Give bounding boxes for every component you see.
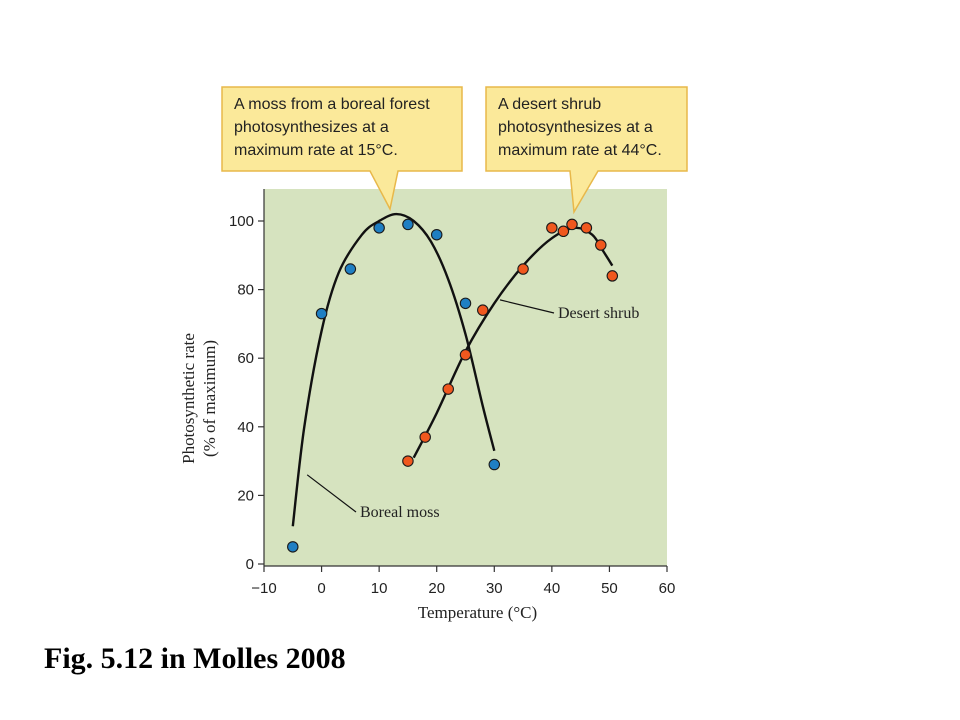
callout-box	[221, 86, 463, 212]
boreal-moss-label: Boreal moss	[360, 504, 440, 521]
boreal-moss-curve	[291, 212, 496, 527]
callout-text-line: A moss from a boreal forest	[234, 96, 430, 113]
callout-text-line: photosynthesizes at a	[498, 119, 653, 136]
data-points	[287, 218, 619, 553]
callout-text-line: photosynthesizes at a	[234, 119, 389, 136]
callout-desert: A desert shrub photosynthesizes at a maxim…	[485, 86, 688, 215]
y-tick-label: 20	[237, 487, 254, 504]
y-tick-label: 40	[237, 419, 254, 436]
x-tick-label: 60	[659, 580, 676, 597]
boreal-moss-leader	[306, 474, 357, 513]
desert-shrub-point	[517, 263, 529, 275]
x-tick-label: 10	[371, 580, 388, 597]
desert-shrub-point	[566, 218, 578, 231]
boreal-moss-point	[287, 541, 299, 553]
y-tick-label: 100	[229, 213, 254, 230]
desert-shrub-point	[442, 383, 454, 395]
plot-background	[264, 189, 667, 566]
x-tick-label: 20	[428, 580, 445, 597]
desert-shrub-point	[546, 222, 558, 234]
desert-shrub-point	[459, 349, 472, 361]
desert-shrub-point	[580, 222, 593, 234]
axes: 0 20 40 60 80 100 −10 0 10 20 30 40 50 60 Temperature …	[179, 189, 675, 622]
chart: A moss from a boreal forest photosynthesi…	[179, 86, 688, 622]
x-tick-label: 30	[486, 580, 503, 597]
boreal-moss-point	[344, 263, 357, 275]
desert-shrub-point	[606, 270, 619, 282]
x-axis-title: Temperature (°C)	[418, 603, 537, 622]
y-tick-label: 0	[246, 556, 254, 573]
series-labels: Boreal moss Desert shrub	[360, 305, 639, 521]
boreal-moss-point	[459, 297, 472, 310]
y-axis-title-line: (% of maximum)	[200, 340, 219, 457]
boreal-moss-point	[315, 307, 328, 320]
boreal-moss-point	[430, 228, 443, 241]
y-tick-label: 60	[237, 350, 254, 367]
desert-shrub-leader	[499, 299, 555, 314]
boreal-moss-point	[488, 458, 501, 471]
series-label-leaders	[306, 299, 555, 513]
x-tick-label: −10	[251, 580, 276, 597]
callout-box	[485, 86, 688, 215]
callout-text-line: A desert shrub	[498, 96, 601, 113]
callout-text-line: maximum rate at 15°C.	[234, 142, 398, 159]
y-tick-label: 80	[237, 282, 254, 299]
x-tick-label: 40	[544, 580, 561, 597]
desert-shrub-point	[557, 225, 570, 238]
figure-caption: Fig. 5.12 in Molles 2008	[44, 642, 346, 675]
boreal-moss-point	[402, 218, 414, 231]
desert-shrub-point	[419, 431, 431, 443]
callout-text-line: maximum rate at 44°C.	[498, 142, 662, 159]
y-axis-title-line: Photosynthetic rate	[179, 333, 198, 464]
desert-shrub-point	[402, 455, 414, 467]
desert-shrub-point	[595, 239, 607, 251]
boreal-moss-point	[373, 222, 385, 234]
callouts: A moss from a boreal forest photosynthesi…	[221, 86, 688, 215]
callout-boreal: A moss from a boreal forest photosynthesi…	[221, 86, 463, 212]
desert-shrub-label: Desert shrub	[558, 305, 639, 322]
x-tick-label: 50	[601, 580, 618, 597]
x-tick-label: 0	[317, 580, 325, 597]
y-axis-title: Photosynthetic rate (% of maximum)	[179, 333, 219, 464]
desert-shrub-point	[477, 304, 489, 316]
